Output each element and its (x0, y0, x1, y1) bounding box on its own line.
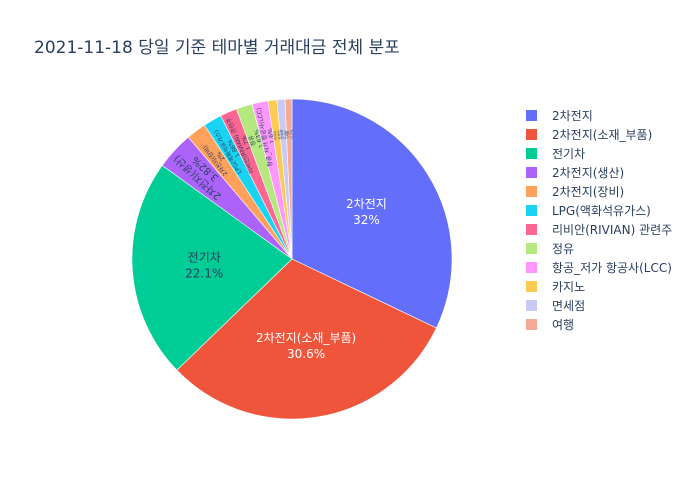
slice-small-label-12: 여행 0.7% (285, 129, 294, 139)
legend-swatch-5 (526, 186, 537, 197)
slice-percent-1: 32% (353, 213, 380, 227)
slice-percent-10: 0.9% (277, 129, 282, 139)
legend-label-9: 항공_저가 항공사(LCC) (552, 261, 672, 275)
slice-label-12: 여행 (285, 131, 290, 138)
legend-item-6[interactable]: LPG(액화석유가스) (526, 201, 672, 220)
legend-item-3[interactable]: 전기차 (526, 144, 672, 163)
legend-item-9[interactable]: 항공_저가 항공사(LCC) (526, 258, 672, 277)
slice-label-3: 전기차 (188, 250, 221, 264)
legend-item-7[interactable]: 리비안(RIVIAN) 관련주 (526, 220, 672, 239)
slice-percent-11: 0.8% (284, 129, 289, 139)
legend: 2차전지 2차전지(소재_부품) 전기차 2차전지(생산) 2차전지(장비) LPG(액화… (526, 106, 672, 334)
legend-label-2: 2차전지(소재_부품) (552, 128, 653, 142)
legend-label-10: 카지노 (552, 280, 586, 294)
legend-label-6: LPG(액화석유가스) (552, 204, 651, 218)
legend-label-4: 2차전지(생산) (552, 166, 625, 180)
slice-label-1: 2차전지 (346, 197, 387, 211)
legend-label-3: 전기차 (552, 147, 586, 161)
pie-slice-2[interactable] (176, 258, 437, 420)
legend-item-12[interactable]: 여행 (526, 315, 672, 334)
legend-item-5[interactable]: 2차전지(장비) (526, 182, 672, 201)
slice-percent-2: 30.6% (287, 347, 325, 361)
legend-label-5: 2차전지(장비) (552, 185, 625, 199)
legend-item-2[interactable]: 2차전지(소재_부품) (526, 125, 672, 144)
legend-swatch-3 (526, 148, 537, 159)
pie-slice-3[interactable] (131, 164, 293, 371)
legend-swatch-12 (526, 319, 537, 330)
legend-label-8: 정유 (552, 242, 575, 256)
legend-item-1[interactable]: 2차전지 (526, 106, 672, 125)
slice-percent-9: 1.6% (267, 127, 277, 144)
legend-swatch-4 (526, 167, 537, 178)
slice-label-11: 면세점 (279, 130, 285, 140)
chart-title: 2021-11-18 당일 기준 테마별 거래대금 전체 분포 (34, 38, 400, 58)
legend-label-7: 리비안(RIVIAN) 관련주 (552, 223, 673, 237)
legend-label-1: 2차전지 (552, 109, 593, 123)
slice-percent-3: 22.1% (185, 266, 223, 280)
slice-label-8: 정유 (248, 134, 258, 147)
legend-swatch-11 (526, 300, 537, 311)
legend-swatch-1 (526, 110, 537, 121)
legend-item-10[interactable]: 카지노 (526, 277, 672, 296)
legend-item-8[interactable]: 정유 (526, 239, 672, 258)
legend-swatch-9 (526, 262, 537, 273)
slice-label-2: 2차전지(소재_부품) (256, 331, 356, 345)
slice-percent-12: 0.7% (290, 129, 294, 139)
legend-label-11: 면세점 (552, 299, 586, 313)
legend-item-4[interactable]: 2차전지(생산) (526, 163, 672, 182)
slice-label-10: 카지노 (272, 129, 278, 140)
legend-swatch-8 (526, 243, 537, 254)
pie-slice-12[interactable] (284, 98, 293, 260)
pie-slice-1[interactable] (291, 98, 453, 329)
legend-label-12: 여행 (552, 318, 575, 332)
slice-percent-5: 2% (215, 150, 226, 162)
legend-swatch-2 (526, 129, 537, 140)
legend-item-11[interactable]: 면세점 (526, 296, 672, 315)
legend-swatch-10 (526, 281, 537, 292)
slice-small-label-11: 면세점 0.8% (279, 129, 289, 140)
legend-swatch-6 (526, 205, 537, 216)
legend-swatch-7 (526, 224, 537, 235)
